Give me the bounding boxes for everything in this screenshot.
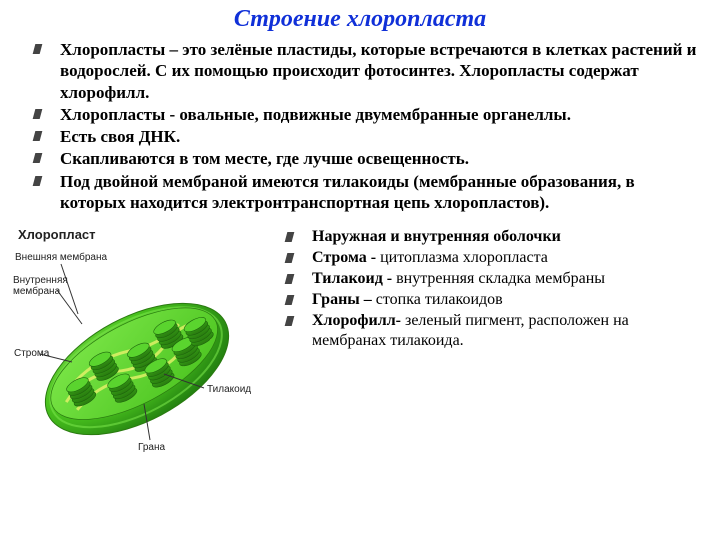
lower-bullet-list: Наружная и внутренняя оболочки Строма - … (276, 227, 708, 454)
label-inner-membrane: Внутренняя (13, 275, 68, 286)
chloroplast-svg: Внешняя мембрана Внутренняя мембрана Стр… (12, 244, 262, 454)
label-stroma: Строма (14, 348, 50, 359)
label-outer-membrane: Внешняя мембрана (15, 251, 107, 263)
lower-section: Хлоропласт (0, 227, 720, 454)
bullet-item: Тилакоид - внутренняя складка мембраны (282, 269, 688, 289)
bullet-item: Хлорофилл- зеленый пигмент, расположен н… (282, 311, 688, 351)
bullet-item: Скапливаются в том месте, где лучше осве… (30, 148, 700, 169)
bullet-item: Хлоропласты - овальные, подвижные двумем… (30, 104, 700, 125)
bullet-item: Есть своя ДНК. (30, 126, 700, 147)
bullet-item: Хлоропласты – это зелёные пластиды, кото… (30, 39, 700, 103)
label-grana: Грана (138, 442, 165, 453)
diagram-heading: Хлоропласт (18, 227, 262, 242)
bullet-item: Наружная и внутренняя оболочки (282, 227, 688, 247)
top-bullet-list: Хлоропласты – это зелёные пластиды, кото… (0, 39, 720, 213)
bullet-item: Под двойной мембраной имеются тилакоиды … (30, 171, 700, 214)
label-inner-membrane-2: мембрана (13, 285, 61, 297)
label-thylakoid: Тилакоид (207, 384, 251, 395)
bullet-item: Граны – стопка тилакоидов (282, 290, 688, 310)
chloroplast-diagram: Хлоропласт (12, 227, 262, 454)
page-title: Строение хлоропласта (0, 6, 720, 33)
bullet-item: Строма - цитоплазма хлоропласта (282, 248, 688, 268)
